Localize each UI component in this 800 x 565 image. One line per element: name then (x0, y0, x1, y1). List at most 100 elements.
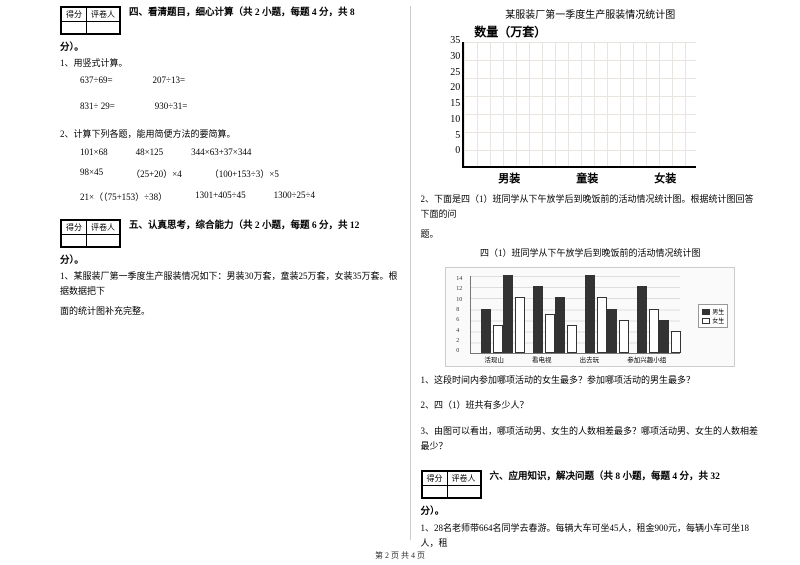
s4-q1-label: 1、用竖式计算。 (60, 56, 400, 71)
ytick: 0 (450, 146, 460, 162)
eq-row-2: 831÷ 29= 930÷31= (60, 101, 400, 111)
section-4-header: 得分 评卷人 四、看清题目，细心计算（共 2 小题，每题 4 分，共 8 (60, 6, 400, 35)
score-cell (62, 22, 87, 34)
section-4-title: 四、看清题目，细心计算（共 2 小题，每题 4 分，共 8 (129, 6, 355, 21)
bar-male (585, 275, 595, 353)
bar-group (607, 309, 637, 354)
eq: 48×125 (136, 147, 164, 157)
sub-q1: 1、这段时间内参加哪项活动的女生最多？参加哪项活动的男生最多？ (421, 373, 761, 388)
s5-q1-a: 1、某服装厂第一季度生产服装情况如下：男装30万套，童装25万套，女装35万套。… (60, 269, 400, 300)
bar-group (503, 275, 533, 353)
ytick: 10 (456, 297, 462, 303)
score-head-grader: 评卷人 (87, 220, 120, 234)
chart1-ylabel: 数量（万套） (474, 23, 730, 40)
right-column: 某服装厂第一季度生产服装情况统计图 数量（万套） 35 30 25 20 15 … (411, 6, 771, 540)
chart2-xcats: 活现山 看电视 出去玩 参加兴趣小组 (470, 354, 680, 364)
bar-female (619, 320, 629, 353)
ytick: 4 (456, 328, 462, 334)
bar-female (567, 325, 577, 353)
section-6-title-cont: 分）。 (421, 505, 761, 520)
s5-q1-b: 面的统计图补充完整。 (60, 304, 400, 319)
grader-cell (87, 22, 120, 34)
chart1-xcats: 男装 童装 女装 (470, 170, 704, 186)
section-5-title-cont: 分）。 (60, 254, 400, 269)
bar-male (555, 297, 565, 353)
section-5-title: 五、认真思考，综合能力（共 2 小题，每题 6 分，共 12 (129, 219, 359, 234)
bar-male (607, 309, 617, 354)
score-head-score: 得分 (62, 8, 87, 22)
s5-q2-line1: 2、下面是四（1）班同学从下午放学后到晚饭前的活动情况统计图。根据统计图回答下面… (421, 192, 761, 223)
section-4-title-cont: 分）。 (60, 41, 400, 56)
s5-q2-line2: 题。 (421, 227, 761, 242)
ytick: 14 (456, 276, 462, 282)
bar-group (659, 320, 689, 353)
eq: 207÷13= (153, 75, 186, 85)
xcat: 出去玩 (580, 354, 600, 364)
eq: 98×45 (80, 167, 103, 180)
eq-row-5: 21×（（75+153）÷38） 1301+405÷45 1300÷25÷4 (60, 190, 400, 203)
xcat: 男装 (498, 170, 520, 186)
bar-male (659, 320, 669, 353)
ytick: 15 (450, 99, 460, 115)
ytick: 5 (450, 131, 460, 147)
score-cell (62, 234, 87, 246)
xcat: 童装 (576, 170, 598, 186)
score-box: 得分 评卷人 (60, 6, 121, 35)
s6-q1: 1、28名老师带664名同学去春游。每辆大车可坐45人，租金900元，每辆小车可… (421, 521, 761, 552)
ytick: 35 (450, 36, 460, 52)
eq: 1300÷25÷4 (274, 190, 315, 203)
eq: 21×（（75+153）÷38） (80, 190, 167, 203)
grader-cell (447, 486, 480, 498)
ytick: 20 (450, 83, 460, 99)
bar-female (545, 314, 555, 353)
page-footer: 第 2 页 共 4 页 (0, 550, 800, 561)
chart-1: 某服装厂第一季度生产服装情况统计图 数量（万套） 35 30 25 20 15 … (450, 6, 730, 186)
eq: 1301+405÷45 (195, 190, 246, 203)
score-box: 得分 评卷人 (421, 470, 482, 499)
score-head-grader: 评卷人 (447, 472, 480, 486)
eq: （25+20）×4 (131, 167, 182, 180)
legend-swatch-male (702, 309, 710, 315)
score-head-grader: 评卷人 (87, 8, 120, 22)
eq: 344×63+37×344 (191, 147, 251, 157)
bar-male (503, 275, 513, 353)
grader-cell (87, 234, 120, 246)
legend-male: 男生 (712, 307, 724, 316)
score-head-score: 得分 (62, 220, 87, 234)
eq: 101×68 (80, 147, 108, 157)
chart1-title: 某服装厂第一季度生产服装情况统计图 (450, 6, 730, 21)
ytick: 0 (456, 348, 462, 354)
xcat: 活现山 (484, 354, 504, 364)
bar-male (637, 286, 647, 353)
bar-group (555, 297, 585, 353)
sub-q3: 3、由图可以看出，哪项活动男、女生的人数相差最多？哪项活动男、女生的人数相差最少… (421, 424, 761, 455)
section-5-header: 得分 评卷人 五、认真思考，综合能力（共 2 小题，每题 6 分，共 12 (60, 219, 400, 248)
ytick: 30 (450, 52, 460, 68)
chart2-yticks: 14 12 10 8 6 4 2 0 (456, 276, 462, 354)
chart1-grid (462, 42, 696, 168)
chart1-yticks: 35 30 25 20 15 10 5 0 (450, 36, 462, 162)
s4-q2-label: 2、计算下列各题，能用简便方法的要简算。 (60, 127, 400, 142)
ytick: 8 (456, 307, 462, 313)
bar-male (481, 309, 491, 354)
eq-row-3: 101×68 48×125 344×63+37×344 (60, 147, 400, 157)
score-head-score: 得分 (422, 472, 447, 486)
bar-female (671, 331, 681, 353)
eq: 831÷ 29= (80, 101, 115, 111)
bar-female (493, 325, 503, 353)
legend-female: 女生 (712, 316, 724, 325)
ytick: 2 (456, 338, 462, 344)
left-column: 得分 评卷人 四、看清题目，细心计算（共 2 小题，每题 4 分，共 8 分）。… (50, 6, 410, 540)
chart2-legend: 男生 女生 (698, 304, 728, 328)
s5-q2-sub: 四（1）班同学从下午放学后到晚饭前的活动情况统计图 (421, 246, 761, 261)
ytick: 6 (456, 317, 462, 323)
bar-male (533, 286, 543, 353)
section-6-title: 六、应用知识，解决问题（共 8 小题，每题 4 分，共 32 (490, 470, 720, 485)
ytick: 25 (450, 68, 460, 84)
xcat: 女装 (654, 170, 676, 186)
score-cell (422, 486, 447, 498)
xcat: 看电视 (532, 354, 552, 364)
eq: （100+153÷3）×5 (210, 167, 279, 180)
score-box: 得分 评卷人 (60, 219, 121, 248)
legend-swatch-female (702, 318, 710, 324)
